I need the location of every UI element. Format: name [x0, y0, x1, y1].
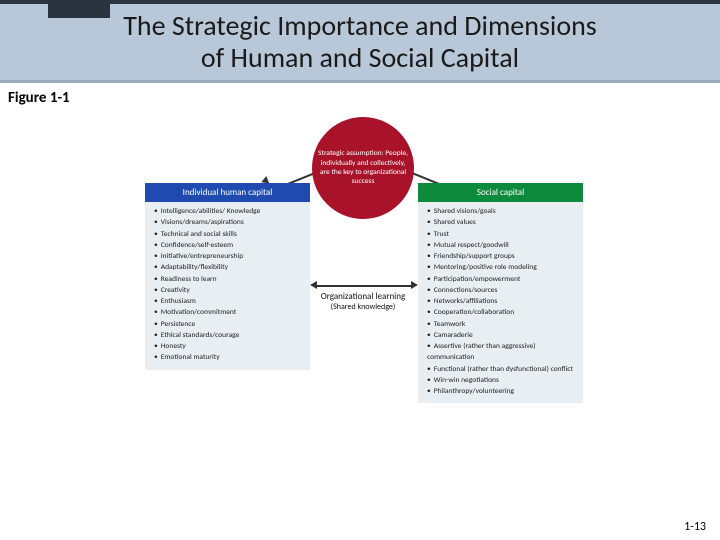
list-item: Enthusiasm — [154, 296, 304, 307]
social-capital-box: Social capital Shared visions/goalsShare… — [418, 183, 583, 403]
list-item: Trust — [427, 229, 577, 240]
list-item: Cooperation/collaboration — [427, 307, 577, 318]
list-item: Assertive (rather than aggressive) commu… — [427, 341, 577, 364]
list-item: Initiative/entrepreneurship — [154, 251, 304, 262]
list-item: Adaptability/flexibility — [154, 262, 304, 273]
list-item: Motivation/commitment — [154, 307, 304, 318]
list-item: Technical and social skills — [154, 229, 304, 240]
list-item: Visions/dreams/aspirations — [154, 217, 304, 228]
list-item: Confidence/self-esteem — [154, 240, 304, 251]
corner-accent — [48, 0, 110, 18]
h-arrow-line — [316, 285, 412, 287]
list-item: Connections/sources — [427, 285, 577, 296]
list-item: Honesty — [154, 341, 304, 352]
list-item: Functional (rather than dysfunctional) c… — [427, 364, 577, 375]
list-item: Networks/affiliations — [427, 296, 577, 307]
figure-label: Figure 1-1 — [0, 83, 720, 107]
circle-text: Strategic assumption: People, individual… — [318, 149, 408, 187]
list-item: Philanthropy/volunteering — [427, 386, 577, 397]
left-box-list: Intelligence/abilities/ KnowledgeVisions… — [145, 202, 310, 370]
strategic-assumption-circle: Strategic assumption: People, individual… — [312, 117, 414, 219]
individual-human-capital-box: Individual human capital Intelligence/ab… — [145, 183, 310, 370]
list-item: Camaraderie — [427, 330, 577, 341]
h-arrow-head-left — [310, 281, 317, 289]
list-item: Shared visions/goals — [427, 206, 577, 217]
h-arrow-head-right — [411, 281, 418, 289]
list-item: Intelligence/abilities/ Knowledge — [154, 206, 304, 217]
center-line2: (Shared knowledge) — [313, 303, 413, 313]
diagram-canvas: Strategic assumption: People, individual… — [0, 115, 720, 505]
list-item: Win-win negotiations — [427, 375, 577, 386]
list-item: Participation/empowerment — [427, 274, 577, 285]
list-item: Mentoring/positive role modeling — [427, 262, 577, 273]
list-item: Persistence — [154, 319, 304, 330]
page-number: 1-13 — [684, 520, 706, 534]
list-item: Readiness to learn — [154, 274, 304, 285]
organizational-learning-label: Organizational learning (Shared knowledg… — [313, 292, 413, 312]
list-item: Creativity — [154, 285, 304, 296]
list-item: Emotional maturity — [154, 352, 304, 363]
left-box-header: Individual human capital — [145, 183, 310, 202]
list-item: Friendship/support groups — [427, 251, 577, 262]
list-item: Ethical standards/courage — [154, 330, 304, 341]
title-line1: The Strategic Importance and Dimensions — [123, 8, 597, 43]
list-item: Mutual respect/goodwill — [427, 240, 577, 251]
right-box-list: Shared visions/goalsShared valuesTrustMu… — [418, 202, 583, 403]
list-item: Shared values — [427, 217, 577, 228]
title-line2: of Human and Social Capital — [201, 40, 519, 75]
right-box-header: Social capital — [418, 183, 583, 202]
list-item: Teamwork — [427, 319, 577, 330]
